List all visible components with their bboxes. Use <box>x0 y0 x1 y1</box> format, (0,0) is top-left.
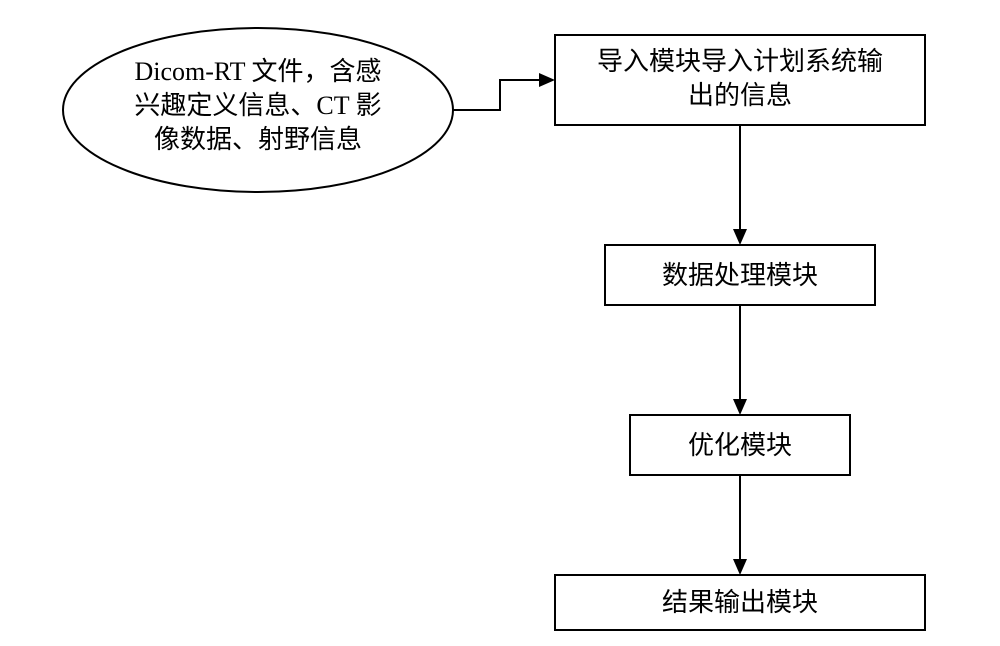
box-text-line: 优化模块 <box>688 431 792 460</box>
box-import: 导入模块导入计划系统输出的信息 <box>555 35 925 125</box>
arrowhead <box>733 399 747 415</box>
arrowhead <box>733 229 747 245</box>
box-text-line: 结果输出模块 <box>662 588 818 617</box>
box-optimize: 优化模块 <box>630 415 850 475</box>
box-text-line: 出的信息 <box>688 81 792 110</box>
arrowhead <box>539 73 555 87</box>
arrow-e-to-import <box>453 80 541 110</box>
ellipse-text-line: 像数据、射野信息 <box>154 125 362 154</box>
box-output: 结果输出模块 <box>555 575 925 630</box>
box-process: 数据处理模块 <box>605 245 875 305</box>
box-text-line: 数据处理模块 <box>662 261 818 290</box>
ellipse-input-node: Dicom-RT 文件，含感兴趣定义信息、CT 影像数据、射野信息 <box>63 28 453 192</box>
arrowhead <box>733 559 747 575</box>
ellipse-text-line: Dicom-RT 文件，含感 <box>134 57 381 86</box>
box-text-line: 导入模块导入计划系统输 <box>597 47 883 76</box>
ellipse-text-line: 兴趣定义信息、CT 影 <box>134 91 381 120</box>
